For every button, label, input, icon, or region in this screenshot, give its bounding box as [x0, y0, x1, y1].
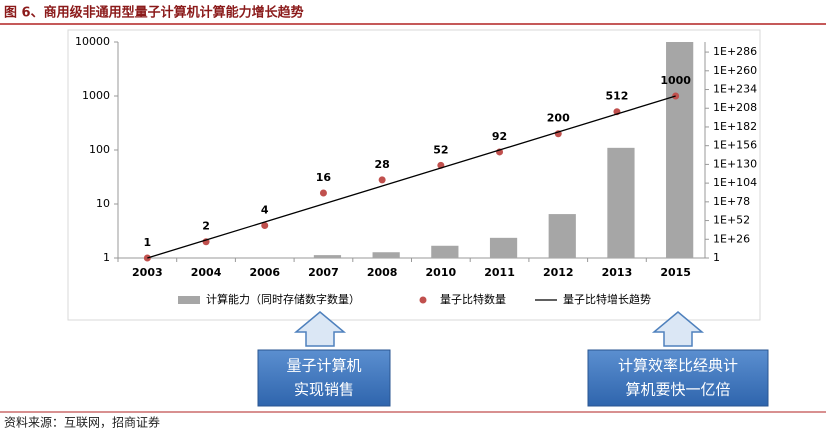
- y-tick-label: 10: [96, 197, 110, 210]
- data-label: 200: [547, 112, 570, 125]
- y-tick-label: 1000: [82, 89, 110, 102]
- x-tick-label: 2006: [249, 266, 280, 279]
- y2-tick-label: 1E+104: [713, 176, 757, 189]
- y2-tick-label: 1E+78: [713, 195, 750, 208]
- bar: [666, 42, 694, 258]
- data-label: 1: [144, 236, 152, 249]
- data-label: 1000: [660, 74, 691, 87]
- y2-tick-label: 1E+52: [713, 214, 750, 227]
- callout-text: 计算效率比经典计: [618, 357, 738, 375]
- y-tick-label: 1: [103, 251, 110, 264]
- x-tick-label: 2007: [308, 266, 339, 279]
- callout-text: 算机要快一亿倍: [625, 381, 730, 399]
- data-label: 512: [605, 90, 628, 103]
- trend-line: [147, 95, 676, 259]
- y-tick-label: 10000: [75, 35, 110, 48]
- callout-text: 量子计算机: [286, 357, 361, 375]
- y2-tick-label: 1: [713, 251, 720, 264]
- x-tick-label: 2011: [484, 266, 515, 279]
- legend-label: 量子比特增长趋势: [563, 292, 651, 306]
- bar: [313, 255, 342, 258]
- callout-background: [257, 349, 391, 407]
- data-label: 4: [261, 203, 269, 216]
- y2-tick-label: 1E+182: [713, 120, 757, 133]
- x-tick-label: 2013: [602, 266, 633, 279]
- arrow: [651, 311, 705, 347]
- source: 资料来源：互联网，招商证券: [4, 415, 160, 430]
- point: [261, 221, 269, 229]
- legend-swatch: [178, 296, 200, 304]
- data-label: 16: [316, 171, 332, 184]
- point: [378, 176, 386, 184]
- callout-text: 实现销售: [294, 381, 354, 399]
- chart-frame: [67, 29, 761, 321]
- legend-label: 量子比特数量: [440, 292, 506, 306]
- y2-tick-label: 1E+208: [713, 101, 757, 114]
- point: [319, 189, 327, 197]
- data-label: 2: [202, 220, 210, 233]
- data-label: 28: [374, 158, 389, 171]
- bar: [431, 245, 459, 258]
- legend-label: 计算能力（同时存储数字数量）: [206, 292, 360, 306]
- x-tick-label: 2010: [426, 266, 457, 279]
- x-tick-label: 2008: [367, 266, 398, 279]
- x-tick-label: 2015: [660, 266, 691, 279]
- bar: [372, 252, 400, 258]
- y2-tick-label: 1E+260: [713, 64, 757, 77]
- chart-title: 图 6、商用级非通用型量子计算机计算能力增长趋势: [4, 5, 304, 21]
- arrow: [293, 311, 347, 347]
- bar: [548, 214, 576, 258]
- x-tick-label: 2004: [191, 266, 222, 279]
- y2-tick-label: 1E+234: [713, 83, 757, 96]
- data-label: 92: [492, 130, 507, 143]
- data-label: 52: [433, 143, 448, 156]
- x-tick-label: 2012: [543, 266, 574, 279]
- bar: [607, 147, 635, 258]
- x-tick-label: 2003: [132, 266, 163, 279]
- y2-tick-label: 1E+130: [713, 157, 757, 170]
- y-tick-label: 100: [89, 143, 110, 156]
- callout-background: [587, 349, 769, 407]
- y2-tick-label: 1E+286: [713, 45, 757, 58]
- y2-tick-label: 1E+156: [713, 139, 757, 152]
- y2-tick-label: 1E+26: [713, 232, 750, 245]
- legend-swatch: [419, 296, 427, 304]
- bar: [489, 237, 518, 258]
